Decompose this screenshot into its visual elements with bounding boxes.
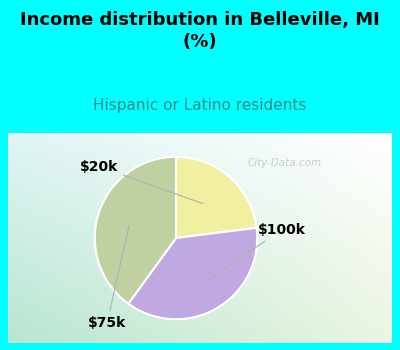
Text: $100k: $100k [205, 223, 306, 282]
Text: Hispanic or Latino residents: Hispanic or Latino residents [93, 98, 307, 113]
Wedge shape [176, 157, 256, 238]
Wedge shape [128, 228, 257, 319]
Text: Income distribution in Belleville, MI
(%): Income distribution in Belleville, MI (%… [20, 10, 380, 51]
Text: $20k: $20k [80, 160, 203, 204]
Text: City-Data.com: City-Data.com [248, 158, 322, 168]
Wedge shape [95, 157, 176, 304]
Text: $75k: $75k [88, 226, 129, 330]
